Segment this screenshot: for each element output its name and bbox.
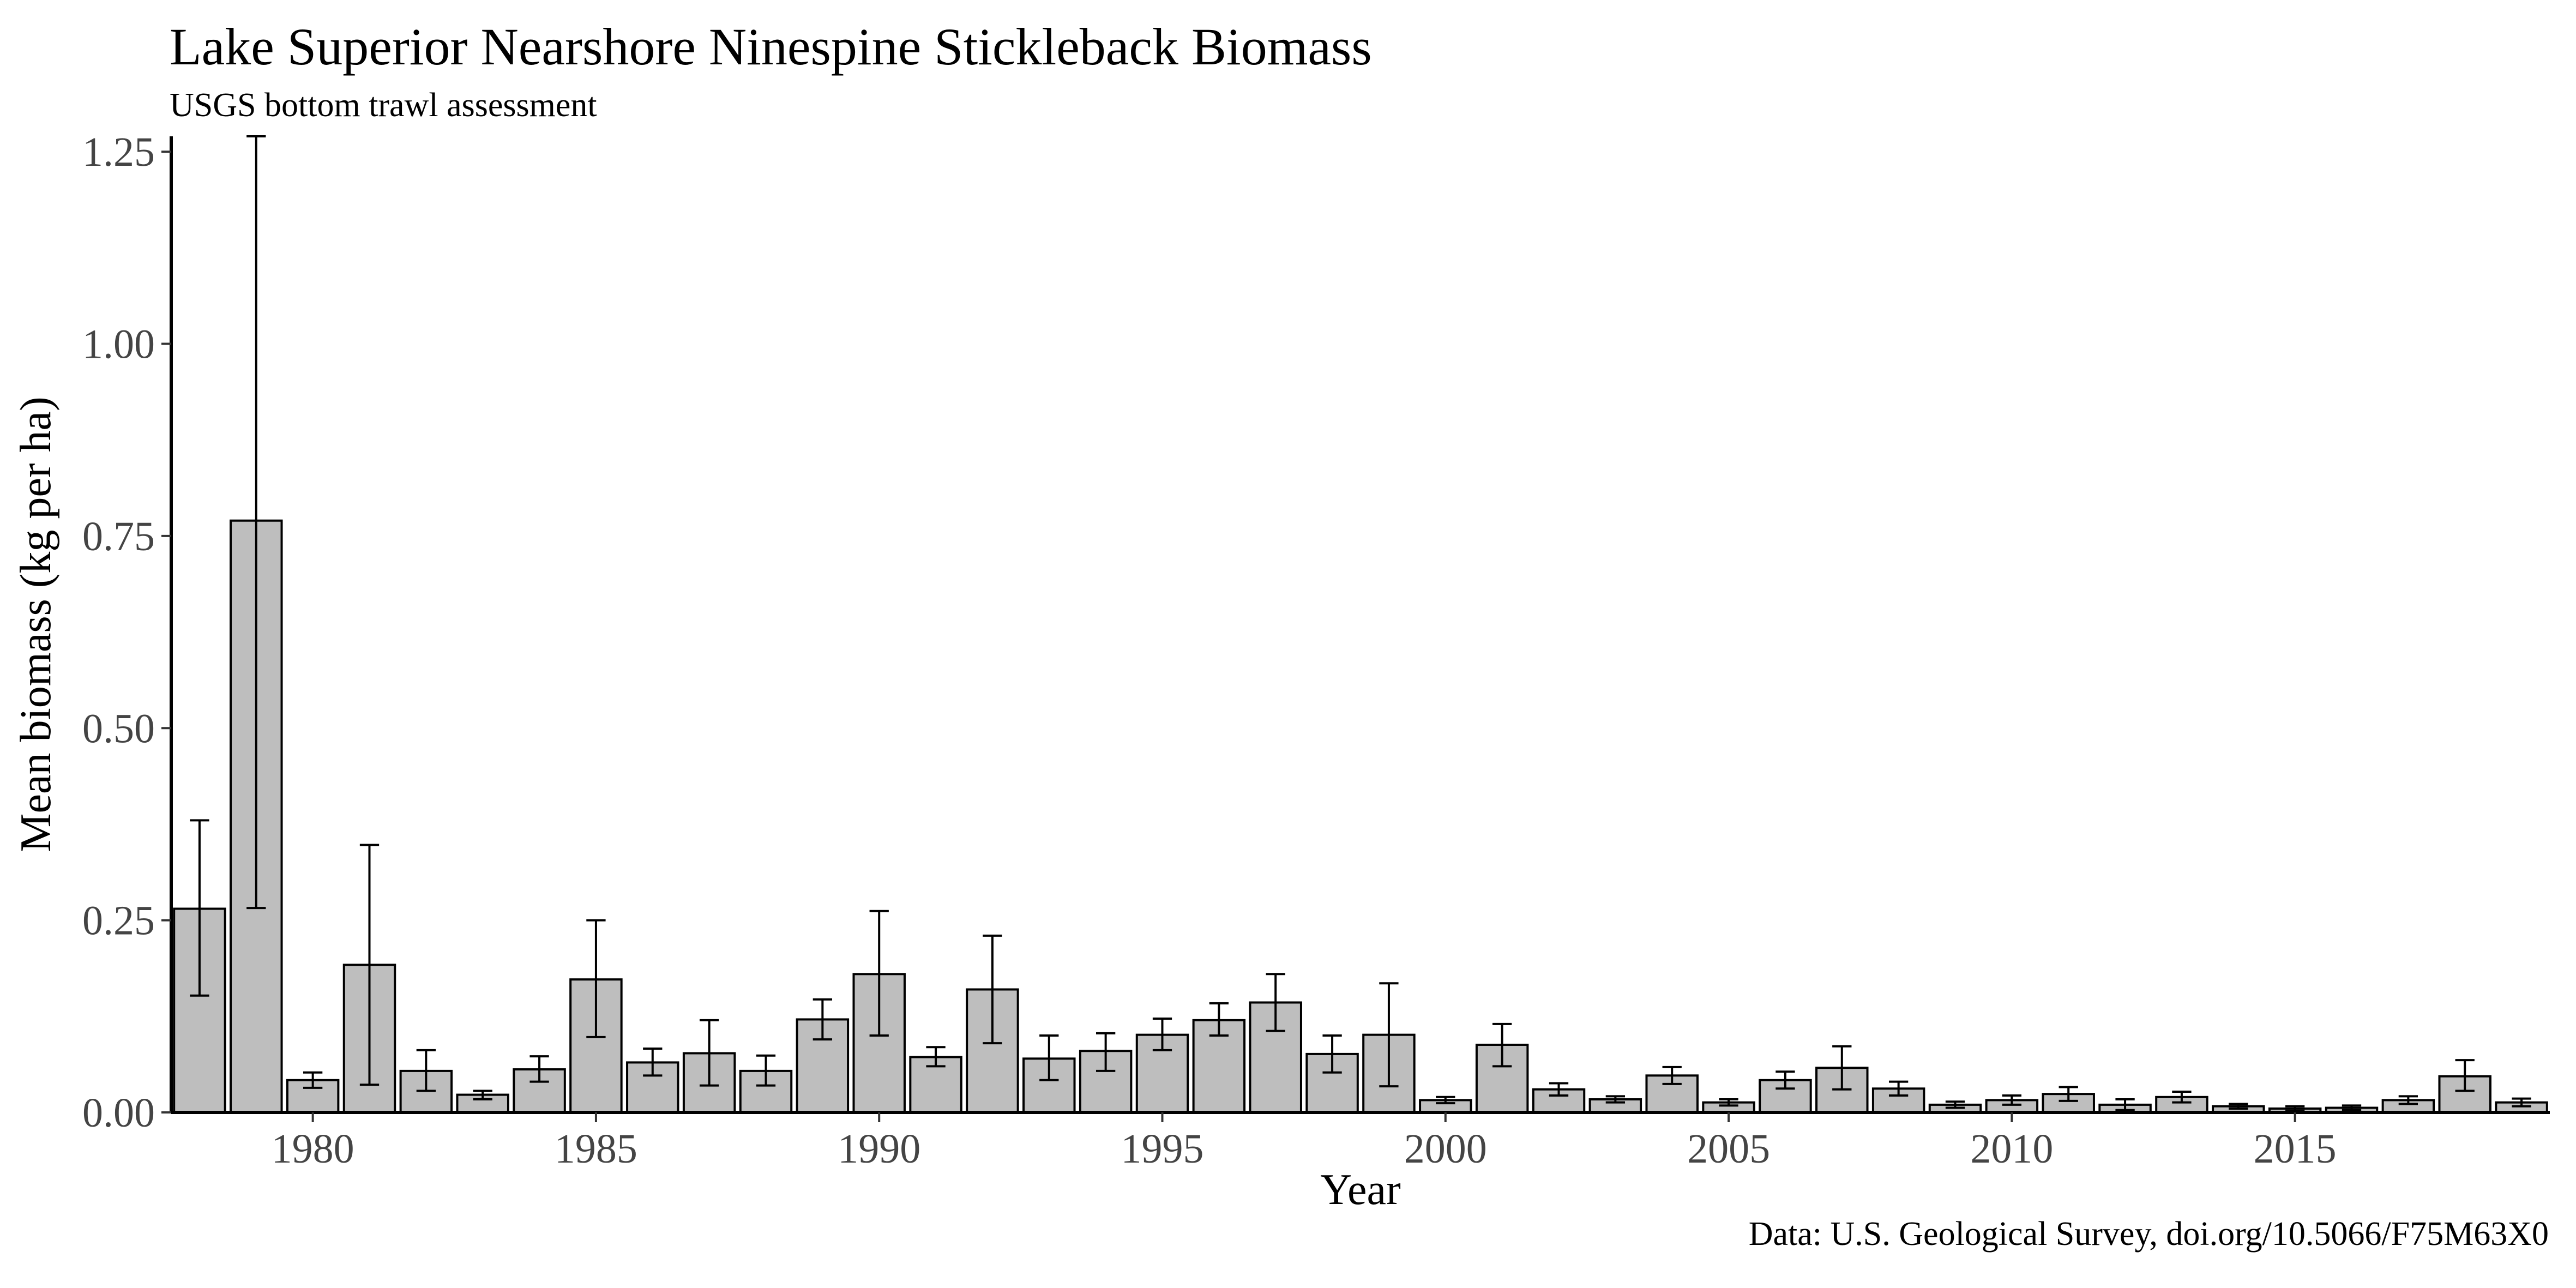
x-axis-ticks: 1980 1985 1990 1995 2000 2005 2010 2015 [272,1112,2337,1172]
x-tick-label: 2005 [1687,1126,1770,1172]
bar-series [173,519,2548,1114]
error-bar-1989 [812,998,833,1041]
x-tick-label: 2010 [1970,1126,2053,1172]
error-bar-1985 [586,919,606,1038]
error-bar-1979 [246,135,266,910]
error-bar-1998 [1322,1034,1342,1074]
error-bar-1980 [303,1071,323,1089]
error-bar-2019 [2512,1097,2531,1108]
chart-caption: Data: U.S. Geological Survey, doi.org/10… [1748,1215,2549,1253]
x-tick-label: 2000 [1404,1126,1487,1172]
error-bar-series [190,135,2531,1112]
x-tick-label: 1985 [555,1126,637,1172]
error-bar-2003 [1605,1095,1626,1104]
error-bar-2008 [1888,1080,1909,1097]
error-bar-2018 [2455,1059,2475,1092]
y-axis-title: Mean biomass (kg per ha) [12,396,60,852]
error-bar-1993 [1039,1034,1059,1081]
y-tick-label: 1.25 [82,129,155,175]
error-bar-1997 [1266,973,1285,1032]
y-axis-ticks: 0.00 0.25 0.50 0.75 1.00 1.25 [82,129,171,1136]
error-bar-2001 [1492,1022,1512,1068]
y-tick-label: 0.00 [82,1090,155,1136]
error-bar-1999 [1379,982,1399,1088]
error-bar-2009 [1945,1100,1965,1109]
bar-1998 [1305,1052,1359,1114]
x-tick-label: 1980 [272,1126,354,1172]
error-bar-1987 [699,1019,719,1087]
error-bar-2013 [2172,1090,2192,1104]
chart-title: Lake Superior Nearshore Ninespine Stickl… [170,17,1372,76]
error-bar-1984 [529,1055,549,1083]
chart-subtitle: USGS bottom trawl assessment [170,87,597,124]
error-bar-2011 [2059,1086,2078,1102]
error-bar-1992 [983,934,1002,1045]
error-bar-2002 [1549,1082,1569,1097]
error-bar-2000 [1436,1096,1455,1105]
x-tick-label: 2015 [2254,1126,2337,1172]
error-bar-2007 [1832,1045,1852,1091]
error-bar-2012 [2115,1098,2135,1111]
error-bar-2016 [2342,1104,2362,1111]
error-bar-1983 [473,1090,492,1101]
error-bar-2017 [2398,1095,2418,1105]
error-bar-1994 [1096,1032,1116,1072]
x-tick-label: 1995 [1121,1126,1204,1172]
error-bar-2014 [2229,1103,2248,1110]
x-tick-label: 1990 [838,1126,920,1172]
x-axis-title: Year [1320,1166,1400,1214]
error-bar-2010 [2002,1094,2022,1106]
error-bar-1988 [756,1054,776,1087]
y-tick-label: 0.50 [82,706,155,751]
error-bar-1990 [869,910,889,1037]
error-bar-2006 [1775,1070,1795,1090]
error-bar-1981 [359,844,380,1086]
error-bar-1995 [1152,1018,1172,1051]
y-tick-label: 0.25 [82,898,155,944]
error-bar-2004 [1662,1066,1682,1085]
y-tick-label: 1.00 [82,322,155,368]
error-bar-1982 [416,1049,436,1092]
error-bar-1991 [926,1046,946,1068]
error-bar-1978 [190,819,209,997]
error-bar-2005 [1719,1098,1738,1107]
error-bar-1996 [1209,1002,1229,1037]
error-bar-1986 [643,1048,663,1077]
y-tick-label: 0.75 [82,514,155,559]
